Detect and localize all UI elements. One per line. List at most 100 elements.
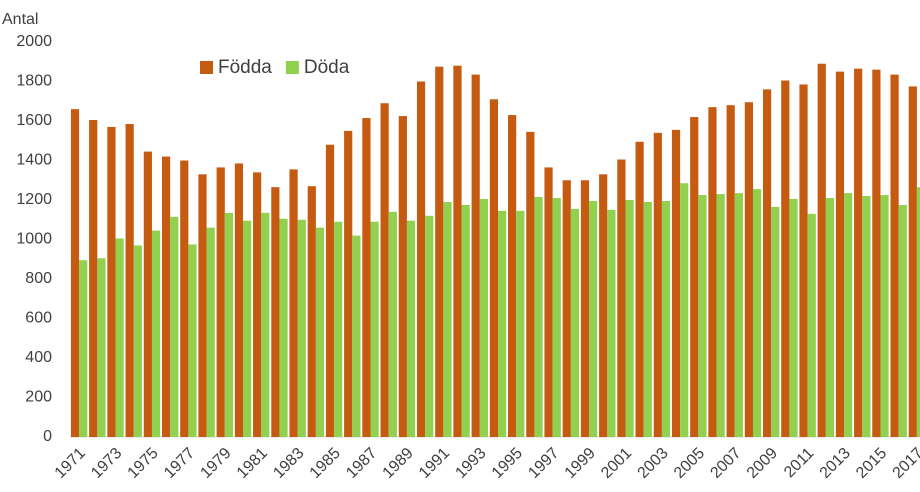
bar [289, 169, 298, 437]
bar [188, 244, 197, 437]
bar [825, 198, 835, 437]
bar [143, 151, 152, 438]
bar [890, 74, 899, 438]
bar [862, 196, 871, 437]
x-tick-label: 1989 [380, 445, 417, 482]
legend-swatch [200, 61, 213, 74]
bar [552, 198, 561, 437]
bar [352, 235, 361, 437]
bar [334, 221, 343, 437]
bar [599, 174, 608, 437]
bar [854, 68, 863, 437]
bar [908, 86, 917, 437]
y-tick-label: 400 [25, 349, 52, 366]
x-tick-label: 2009 [744, 445, 781, 482]
bar [898, 204, 907, 437]
bar [653, 132, 662, 437]
bar [151, 230, 161, 437]
bar [789, 199, 798, 437]
bar [844, 193, 853, 437]
x-tick-label: 2003 [635, 445, 672, 482]
bar [125, 123, 134, 438]
x-tick-label: 1987 [343, 445, 380, 482]
bar [370, 221, 379, 437]
bar [89, 120, 98, 437]
bar [253, 172, 262, 437]
y-tick-label: 2000 [16, 33, 52, 50]
bar [115, 238, 124, 437]
bar [762, 89, 772, 438]
bar [580, 180, 590, 437]
y-tick-label: 1200 [16, 191, 52, 208]
bar [307, 186, 316, 437]
bar [716, 194, 725, 437]
x-tick-label: 1991 [416, 445, 453, 482]
bar [671, 129, 681, 437]
bar [690, 117, 699, 438]
x-tick-label: 2015 [853, 445, 890, 482]
bar [388, 211, 397, 437]
bar [70, 109, 80, 438]
bar [807, 213, 816, 437]
x-tick-label: 1971 [52, 445, 89, 482]
bar [380, 103, 389, 437]
bar [79, 260, 88, 437]
bar [661, 200, 671, 437]
bar [133, 245, 142, 437]
bar [508, 115, 517, 437]
bar [224, 212, 234, 437]
bar [589, 200, 598, 437]
bar [516, 210, 525, 437]
bar [734, 193, 743, 437]
bar [234, 163, 244, 437]
x-tick-label: 1975 [125, 445, 162, 482]
bar [362, 118, 371, 437]
y-tick-label: 0 [43, 428, 52, 445]
bar [698, 195, 707, 437]
x-tick-label: 1979 [197, 445, 234, 482]
bar [261, 212, 270, 437]
bar [435, 66, 444, 437]
legend-label: Födda [218, 57, 272, 78]
x-tick-label: 2011 [781, 445, 817, 481]
y-tick-label: 1600 [16, 112, 52, 129]
x-tick-label: 2007 [707, 445, 744, 482]
bar [643, 201, 652, 437]
bar [443, 201, 452, 437]
bar [453, 65, 462, 437]
bar [180, 160, 189, 437]
bar [406, 220, 416, 437]
y-tick-label: 1000 [16, 231, 52, 248]
bar [872, 69, 881, 438]
y-tick-label: 800 [25, 270, 52, 287]
x-tick-label: 1985 [307, 445, 344, 482]
y-tick-label: 200 [25, 389, 52, 406]
bar [916, 187, 920, 437]
x-tick-label: 1981 [234, 445, 271, 482]
bar [799, 84, 808, 438]
bar [489, 99, 498, 438]
bar [479, 199, 488, 437]
bar [97, 258, 106, 437]
bar [817, 63, 826, 437]
bar [635, 141, 644, 438]
bar [271, 187, 280, 437]
bar [161, 156, 171, 438]
bar [471, 74, 480, 438]
x-tick-label: 2001 [598, 445, 635, 482]
bar [680, 183, 689, 437]
bar [243, 220, 252, 437]
x-tick-label: 1977 [161, 445, 198, 482]
bar [771, 206, 780, 437]
bar [617, 159, 626, 437]
bar [107, 126, 116, 438]
bar [625, 200, 634, 437]
bar [279, 218, 288, 437]
x-tick-label: 2013 [817, 445, 854, 482]
bar [744, 102, 753, 438]
bar [498, 210, 507, 437]
y-axis-label: Antal [2, 11, 38, 28]
legend-label: Döda [304, 57, 350, 78]
legend-swatch [285, 61, 299, 74]
